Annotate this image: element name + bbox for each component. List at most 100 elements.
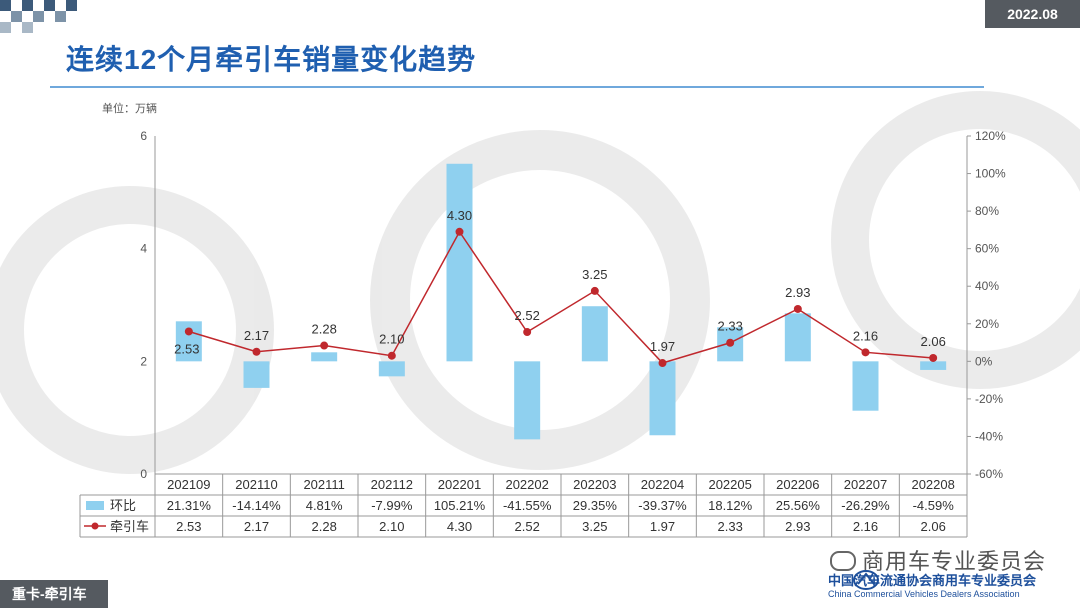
right-tick-label: 0%	[975, 354, 993, 368]
right-tick-label: -40%	[975, 429, 1003, 443]
wechat-icon	[829, 551, 856, 571]
org-block: 中国汽车流通协会商用车专业委员会 China Commercial Vehicl…	[828, 570, 1036, 599]
bar-202112	[378, 361, 405, 377]
bar-value-cell: -4.59%	[913, 498, 955, 513]
line-data-label: 2.53	[174, 341, 199, 356]
watermark-decoration	[0, 91, 1080, 474]
right-tick-label: 60%	[975, 242, 999, 256]
bar-value-cell: 105.21%	[434, 498, 486, 513]
line-point-202109	[184, 327, 193, 336]
brand-text: 商用车专业委员会	[861, 549, 1046, 574]
unit-label: 单位：万辆	[102, 103, 157, 115]
right-tick-label: 120%	[975, 129, 1006, 143]
line-series-path	[188, 230, 934, 364]
line-data-label: 1.97	[650, 339, 675, 354]
line-data-label: 2.93	[785, 285, 810, 300]
line-data-label: 2.28	[312, 322, 337, 337]
line-point-202207	[861, 348, 870, 357]
corner-checker-decoration	[0, 0, 90, 36]
category-label: 202112	[371, 477, 413, 492]
bar-value-cell: 18.12%	[708, 498, 753, 513]
bar-202206	[784, 313, 811, 362]
bar-value-cell: -41.55%	[503, 498, 552, 513]
line-point-202111	[320, 341, 329, 350]
line-point-202110	[252, 347, 261, 356]
right-tick-label: -20%	[975, 392, 1003, 406]
line-point-202203	[590, 286, 599, 295]
line-value-cell: 4.30	[447, 519, 472, 534]
org-name-cn: 中国汽车流通协会商用车专业委员会	[827, 573, 1036, 588]
line-value-cell: 3.25	[582, 519, 607, 534]
category-label: 202203	[573, 477, 616, 492]
org-logo-icon	[853, 570, 879, 590]
line-data-label: 2.10	[379, 332, 404, 347]
category-label: 202204	[641, 477, 684, 492]
line-point-202202	[523, 328, 532, 337]
brand-name: 商用车专业委员会	[829, 544, 1046, 576]
category-label: 202205	[708, 477, 751, 492]
line-value-cell: 2.52	[515, 519, 540, 534]
category-label: 202109	[167, 477, 210, 492]
bar-202208	[920, 361, 947, 370]
title-divider	[50, 86, 984, 88]
bar-value-cell: -26.29%	[841, 498, 890, 513]
line-value-cell: 1.97	[650, 519, 675, 534]
legend-bar-name: 环比	[110, 498, 136, 513]
bar-value-cell: 4.81%	[306, 498, 343, 513]
bar-202207	[852, 361, 879, 411]
bar-202204	[649, 361, 676, 436]
line-point-202208	[929, 353, 938, 362]
bar-value-cell: -14.14%	[232, 498, 281, 513]
legend-line-marker	[91, 522, 99, 530]
line-value-cell: 2.53	[176, 519, 201, 534]
category-label: 202206	[776, 477, 819, 492]
left-tick-label: 4	[140, 242, 147, 256]
date-badge: 2022.08	[985, 0, 1080, 28]
bar-202202	[514, 361, 541, 440]
bar-202203	[581, 306, 608, 362]
right-tick-label: 80%	[975, 204, 999, 218]
line-data-label: 2.33	[718, 319, 743, 334]
left-tick-label: 2	[140, 354, 147, 368]
bar-202201	[446, 163, 473, 362]
category-label: 202208	[911, 477, 954, 492]
category-label: 202207	[844, 477, 887, 492]
line-value-cell: 2.17	[244, 519, 269, 534]
category-label: 202202	[505, 477, 548, 492]
line-point-202204	[658, 359, 667, 368]
bar-value-cell: -39.37%	[638, 498, 687, 513]
right-tick-label: 100%	[975, 167, 1006, 181]
line-value-cell: 2.28	[312, 519, 337, 534]
page-title: 连续12个月牵引车销量变化趋势	[66, 44, 477, 75]
line-data-label: 4.30	[447, 208, 472, 223]
bar-value-cell: 25.56%	[776, 498, 821, 513]
line-value-cell: 2.06	[921, 519, 946, 534]
left-tick-label: 0	[140, 467, 147, 481]
bar-202111	[311, 352, 338, 362]
line-value-cell: 2.93	[785, 519, 810, 534]
line-data-label: 2.06	[921, 334, 946, 349]
left-tick-label: 6	[140, 129, 147, 143]
line-value-cell: 2.33	[718, 519, 743, 534]
bar-202110	[243, 361, 270, 388]
category-label: 202110	[235, 477, 277, 492]
line-point-202112	[387, 351, 396, 360]
right-tick-label: 20%	[975, 317, 999, 331]
line-point-202206	[793, 304, 802, 313]
legend-line-name: 牵引车	[110, 519, 149, 534]
bar-value-cell: -7.99%	[371, 498, 413, 513]
category-label: 202201	[438, 477, 481, 492]
category-label: 202111	[303, 477, 344, 492]
bar-value-cell: 29.35%	[573, 498, 618, 513]
line-data-label: 2.16	[853, 328, 878, 343]
line-value-cell: 2.10	[379, 519, 404, 534]
legend-bar-swatch	[86, 501, 104, 510]
section-tag: 重卡-牵引车	[0, 580, 108, 608]
line-point-202205	[726, 338, 735, 347]
line-point-202201	[455, 227, 464, 236]
right-tick-label: -60%	[975, 467, 1003, 481]
line-data-label: 3.25	[582, 267, 607, 282]
bar-value-cell: 21.31%	[167, 498, 212, 513]
org-name-en: China Commercial Vehicles Dealers Associ…	[827, 589, 1020, 599]
